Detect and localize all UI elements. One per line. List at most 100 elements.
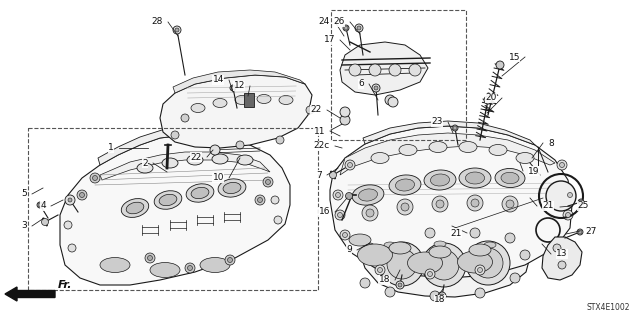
Circle shape <box>93 175 97 181</box>
Circle shape <box>266 180 271 184</box>
Polygon shape <box>98 127 255 165</box>
Circle shape <box>276 136 284 144</box>
Circle shape <box>147 256 152 261</box>
Circle shape <box>263 177 273 187</box>
Ellipse shape <box>121 199 148 218</box>
Text: 12: 12 <box>234 81 245 91</box>
Text: 21: 21 <box>542 202 554 211</box>
Text: 3: 3 <box>21 221 27 231</box>
Ellipse shape <box>358 189 378 201</box>
Ellipse shape <box>408 252 442 274</box>
Ellipse shape <box>137 163 153 173</box>
Circle shape <box>372 84 380 92</box>
Circle shape <box>380 242 424 286</box>
Ellipse shape <box>371 152 389 164</box>
Circle shape <box>428 271 433 277</box>
Circle shape <box>473 248 503 278</box>
Ellipse shape <box>389 242 411 254</box>
Circle shape <box>401 203 409 211</box>
Polygon shape <box>542 237 582 280</box>
Ellipse shape <box>186 184 214 202</box>
Circle shape <box>579 200 583 204</box>
Circle shape <box>432 196 448 212</box>
Ellipse shape <box>200 257 230 272</box>
Ellipse shape <box>235 95 249 105</box>
Circle shape <box>225 255 235 265</box>
Text: 6: 6 <box>358 79 364 88</box>
Ellipse shape <box>187 155 203 165</box>
Circle shape <box>453 126 457 130</box>
Circle shape <box>578 199 584 205</box>
Ellipse shape <box>213 99 227 108</box>
Text: 5: 5 <box>21 189 27 198</box>
Circle shape <box>340 107 350 117</box>
Text: 19: 19 <box>528 167 540 175</box>
Ellipse shape <box>429 142 447 152</box>
Circle shape <box>510 273 520 283</box>
Ellipse shape <box>459 168 491 188</box>
Ellipse shape <box>162 158 178 168</box>
Circle shape <box>396 281 404 289</box>
Text: 18: 18 <box>435 295 445 305</box>
Text: 15: 15 <box>509 53 520 62</box>
Circle shape <box>360 278 370 288</box>
Circle shape <box>68 198 72 202</box>
Circle shape <box>557 160 567 170</box>
Ellipse shape <box>352 185 384 205</box>
Circle shape <box>398 283 402 287</box>
Bar <box>331 10 466 140</box>
Ellipse shape <box>501 172 519 184</box>
Circle shape <box>231 86 235 90</box>
Ellipse shape <box>358 244 392 266</box>
Circle shape <box>470 228 480 238</box>
Circle shape <box>77 190 87 200</box>
Circle shape <box>385 95 395 105</box>
Circle shape <box>565 190 575 200</box>
Ellipse shape <box>459 142 477 152</box>
Circle shape <box>425 228 435 238</box>
Ellipse shape <box>469 244 491 256</box>
Circle shape <box>64 221 72 229</box>
Text: 13: 13 <box>556 249 568 258</box>
Text: 18: 18 <box>378 276 390 285</box>
Circle shape <box>374 86 378 90</box>
Ellipse shape <box>257 94 271 103</box>
Circle shape <box>306 106 314 114</box>
Circle shape <box>255 195 265 205</box>
Text: 8: 8 <box>548 138 554 147</box>
Text: 28: 28 <box>152 18 163 26</box>
Text: 10: 10 <box>212 174 224 182</box>
Circle shape <box>429 250 459 280</box>
Circle shape <box>559 162 564 167</box>
Ellipse shape <box>424 170 456 190</box>
Circle shape <box>452 125 458 131</box>
Circle shape <box>349 64 361 76</box>
Circle shape <box>330 172 337 179</box>
Circle shape <box>566 212 570 218</box>
Circle shape <box>438 292 446 300</box>
Ellipse shape <box>100 257 130 272</box>
Circle shape <box>335 192 340 197</box>
Ellipse shape <box>150 263 180 278</box>
Text: 25: 25 <box>577 202 588 211</box>
Circle shape <box>65 195 75 205</box>
Circle shape <box>181 114 189 122</box>
Circle shape <box>355 24 363 32</box>
Circle shape <box>37 202 43 208</box>
Ellipse shape <box>495 168 525 188</box>
Ellipse shape <box>349 234 371 246</box>
Text: 9: 9 <box>346 246 352 255</box>
Ellipse shape <box>159 194 177 206</box>
Text: 24: 24 <box>319 18 330 26</box>
Ellipse shape <box>396 179 415 191</box>
Circle shape <box>348 162 353 167</box>
Circle shape <box>271 196 279 204</box>
Text: 14: 14 <box>212 76 224 85</box>
Text: 11: 11 <box>314 127 325 136</box>
Ellipse shape <box>484 242 496 248</box>
Circle shape <box>496 61 504 69</box>
Ellipse shape <box>458 251 493 273</box>
Text: 16: 16 <box>319 207 330 217</box>
Ellipse shape <box>279 95 293 105</box>
Circle shape <box>578 230 582 234</box>
